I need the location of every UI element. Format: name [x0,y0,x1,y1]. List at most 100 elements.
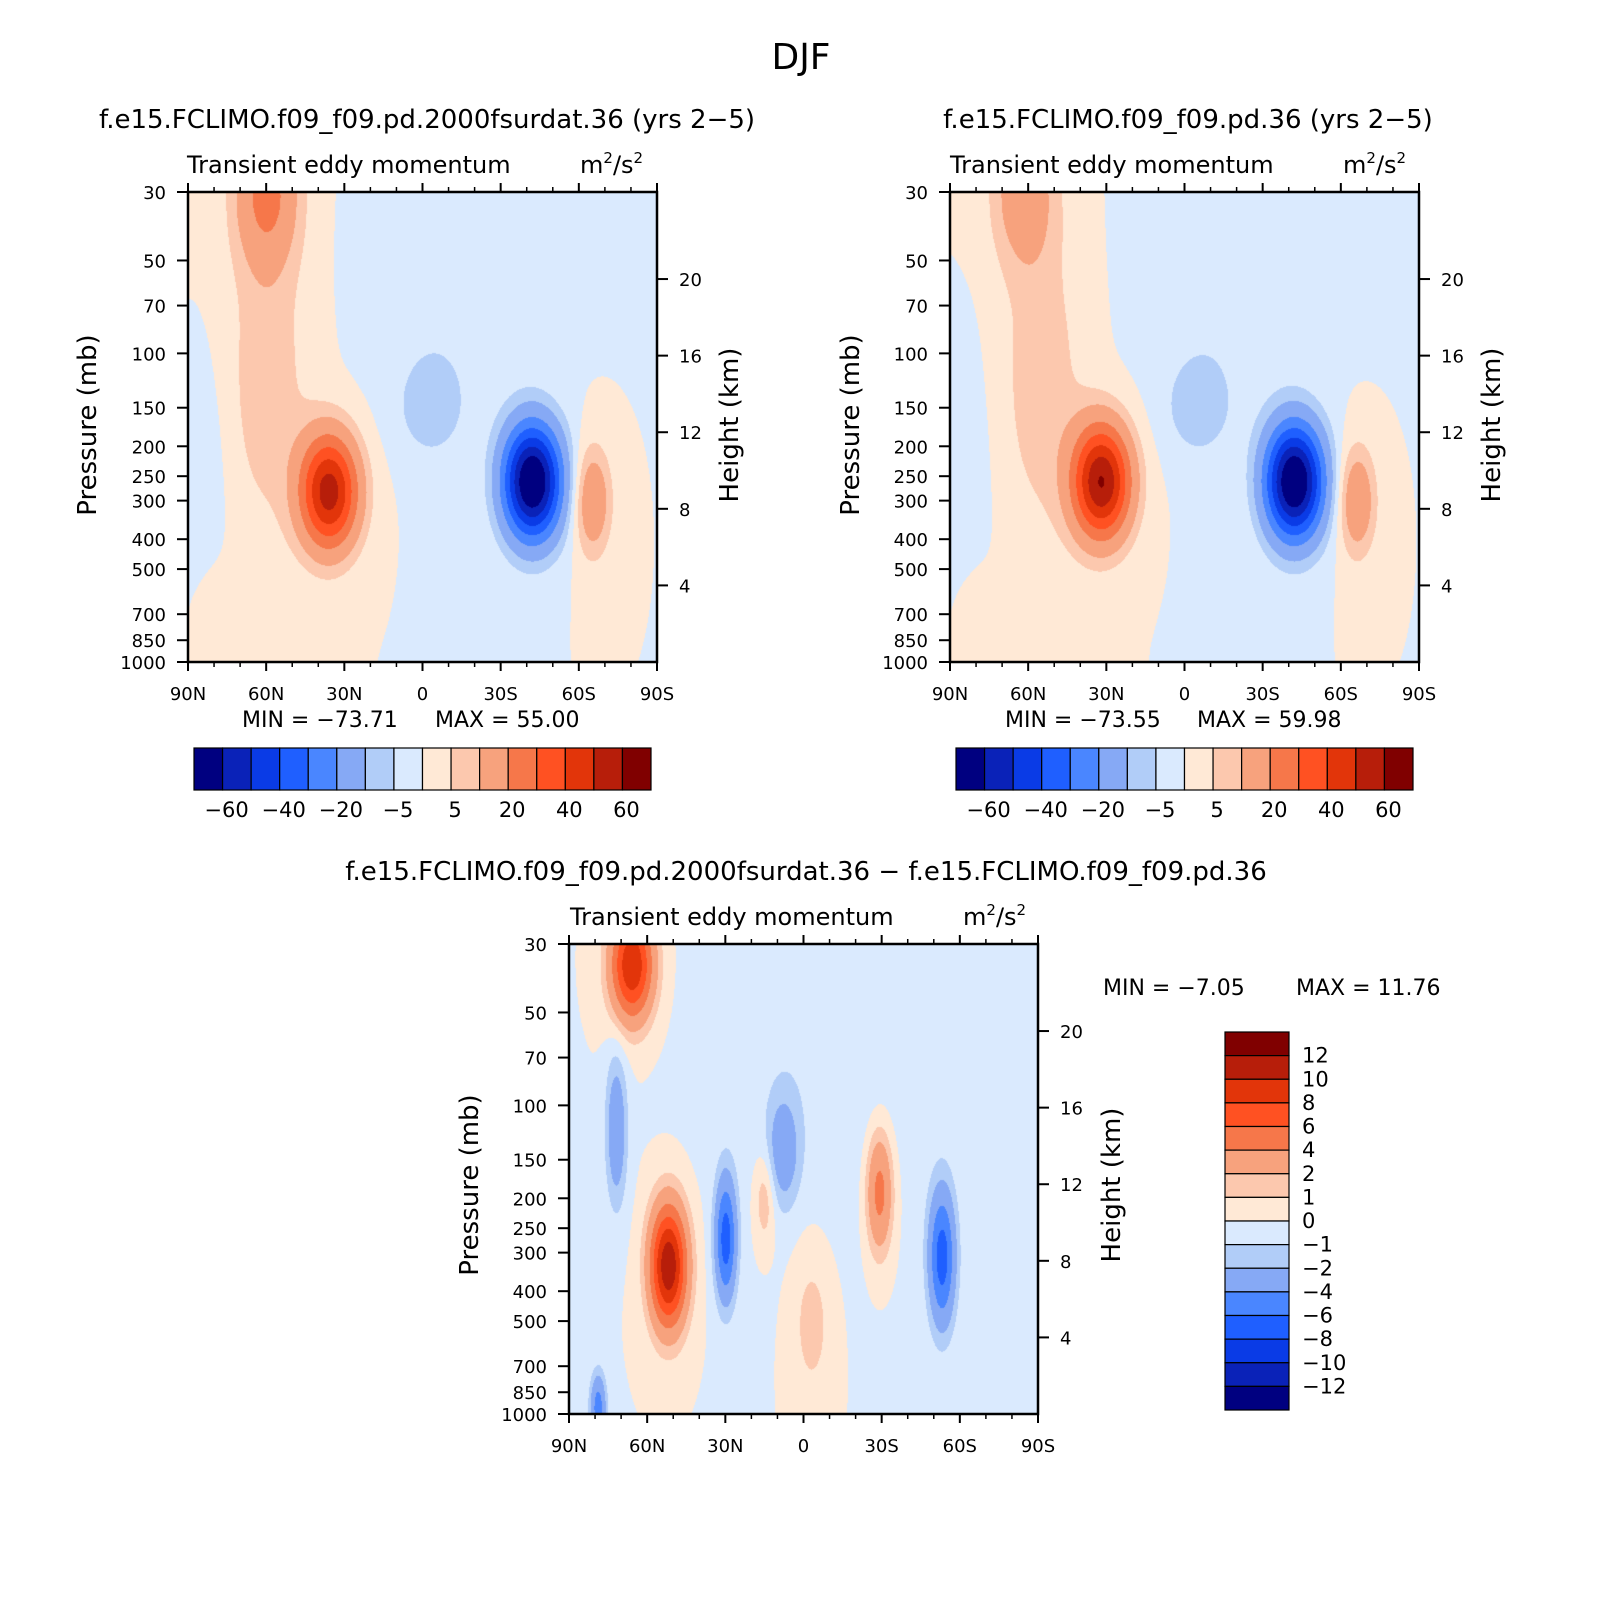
y-tick-label: 150 [513,1151,547,1172]
y-tick-label: 70 [524,1049,547,1070]
panel-1-colorbar: −60 −40 −20 −5 5 20 40 60 [193,747,652,822]
y-tick-label: 850 [894,631,928,652]
colorbar-swatch [1183,747,1214,791]
colorbar-label: −40 [1024,798,1068,822]
panel-2-subtitle: Transient eddy momentum [949,151,1274,179]
colorbar-swatch [250,747,281,791]
colorbar-swatch [1224,1078,1290,1104]
colorbar-label: 5 [1210,798,1223,822]
colorbar-label: 40 [1318,798,1345,822]
y-right-tick-label: 8 [679,500,690,521]
x-tick-label: 90N [932,684,968,705]
colorbar-swatch [955,747,986,791]
colorbar-label: 8 [1302,1091,1315,1115]
colorbar-swatch [1041,747,1071,791]
panel-2-plot: 90N 60N 30N 0 30S 60S 90S 30 50 70 100 150 200 250 300… [882,183,1464,705]
panel-1-title: f.e15.FCLIMO.f09_f09.pd.2000fsurdat.36 (… [99,105,755,135]
panel-2-min-label: MIN = −73.55 [1005,708,1161,733]
y-tick-label: 400 [513,1282,547,1303]
y-tick-label: 150 [894,399,928,420]
colorbar-label: 5 [448,798,461,822]
panel-2-y-right-label: Height (km) [1477,348,1507,503]
colorbar-swatch [1326,747,1357,791]
y-tick-label: 500 [132,560,166,581]
colorbar-label: 60 [613,798,640,822]
panel-3-y-label: Pressure (mb) [455,1094,485,1275]
x-tick-label: 30N [1088,684,1124,705]
x-tick-label: 60N [1010,684,1046,705]
colorbar-swatch [1224,1338,1290,1364]
panel-3-y-right-label: Height (km) [1097,1108,1127,1263]
colorbar-label: −60 [966,798,1010,822]
panel-1-plot: 90N 60N 30N 0 30S 60S 90S 30 50 70 100 150 200 250 300… [120,183,702,705]
y-right-tick-label: 16 [679,347,702,368]
colorbar-swatch [221,747,252,791]
colorbar-swatch [1155,747,1186,791]
colorbar-label: 0 [1302,1209,1315,1233]
y-tick-label: 200 [894,437,928,458]
y-tick-label: 850 [513,1383,547,1404]
colorbar-swatch [1224,1362,1290,1387]
y-right-tick-label: 4 [679,576,690,597]
colorbar-swatch [1224,1031,1290,1057]
x-tick-label: 90N [170,684,206,705]
colorbar-swatch [1224,1196,1290,1222]
y-right-tick-label: 20 [1441,270,1464,291]
colorbar-label: −5 [1144,798,1175,822]
y-tick-label: 400 [894,530,928,551]
y-tick-label: 100 [513,1096,547,1117]
y-tick-label: 300 [894,492,928,513]
contour-field [188,192,657,662]
colorbar-swatch [1012,747,1043,791]
colorbar-label: 60 [1375,798,1402,822]
x-tick-label: 90S [640,684,674,705]
panel-2-units: m2/s2 [1343,149,1406,179]
y-tick-label: 1000 [120,653,166,674]
panel-1-units: m2/s2 [580,149,643,179]
colorbar-swatch [593,747,624,791]
y-right-tick-label: 16 [1441,347,1464,368]
panel-2-title: f.e15.FCLIMO.f09_f09.pd.36 (yrs 2−5) [943,105,1433,135]
colorbar-label: 4 [1302,1138,1315,1162]
colorbar-swatch [1224,1291,1290,1317]
y-tick-label: 50 [905,251,928,272]
y-tick-label: 1000 [501,1405,547,1426]
colorbar-swatch [1224,1220,1290,1246]
colorbar-swatch [1212,747,1243,791]
colorbar-label: 10 [1302,1067,1329,1091]
y-right-tick-label: 16 [1060,1099,1083,1120]
x-tick-label: 30N [326,684,362,705]
colorbar-swatch [564,747,595,791]
y-tick-label: 150 [132,399,166,420]
y-right-tick-label: 4 [1060,1328,1071,1349]
panel-1-max-label: MAX = 55.00 [435,708,580,733]
x-tick-label: 60N [629,1436,665,1457]
panel-2: f.e15.FCLIMO.f09_f09.pd.36 (yrs 2−5) Tra… [836,105,1507,822]
y-tick-label: 50 [524,1003,547,1024]
x-tick-label: 90S [1402,684,1436,705]
y-right-tick-label: 12 [1441,423,1464,444]
y-right-tick-label: 8 [1441,500,1452,521]
colorbar-swatch [1224,1244,1290,1269]
colorbar-swatch [364,747,395,791]
y-right-tick-label: 4 [1441,576,1452,597]
x-tick-label: 30S [1245,684,1279,705]
colorbar-swatch [1241,747,1271,791]
colorbar-label: 2 [1302,1162,1315,1186]
panel-3-units: m2/s2 [963,901,1026,931]
colorbar-swatch [536,747,566,791]
y-tick-label: 850 [132,631,166,652]
colorbar-swatch [307,747,338,791]
colorbar-swatch [1224,1314,1290,1340]
colorbar-swatch [1224,1125,1290,1151]
x-tick-label: 60S [562,684,596,705]
y-right-tick-label: 12 [1060,1175,1083,1196]
y-tick-label: 30 [143,183,166,204]
panel-3-plot: 90N 60N 30N 0 30S 60S 90S 30 50 70 100 150 200 250 300… [501,935,1083,1457]
colorbar-label: −60 [204,798,248,822]
y-tick-label: 30 [524,935,547,956]
panel-1: f.e15.FCLIMO.f09_f09.pd.2000fsurdat.36 (… [73,105,755,822]
x-tick-label: 0 [1179,684,1190,705]
x-tick-label: 0 [798,1436,809,1457]
y-tick-label: 70 [143,297,166,318]
